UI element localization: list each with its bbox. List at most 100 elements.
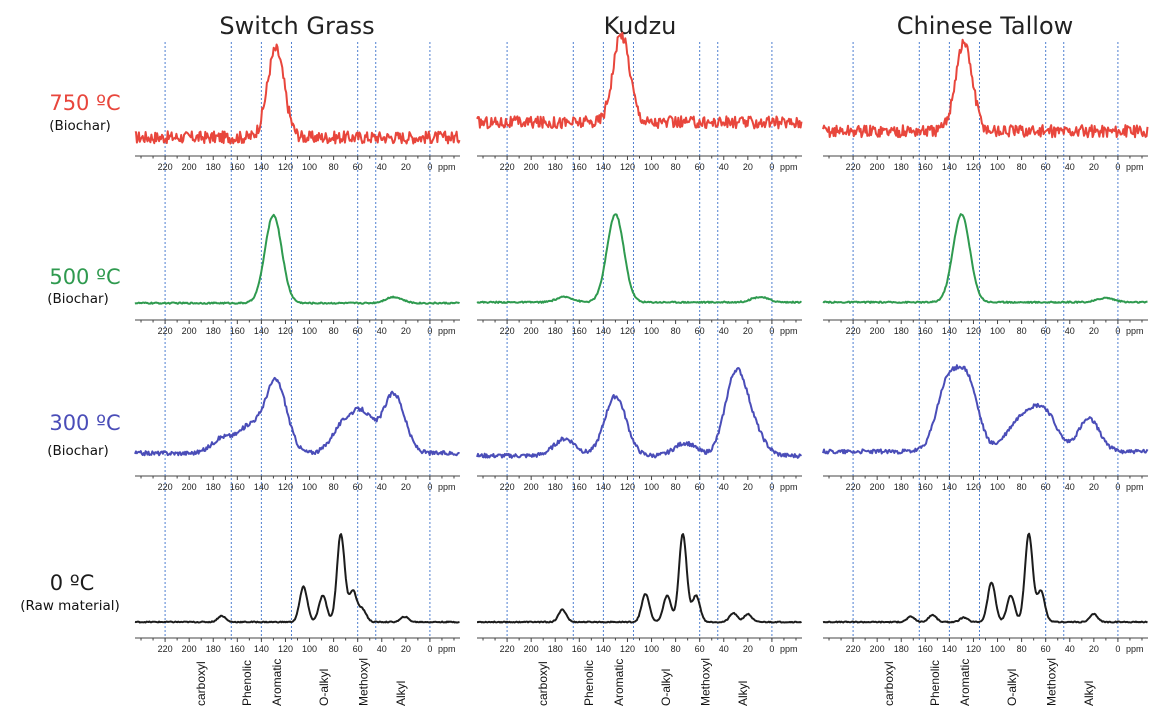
spectrum-line-chinese-tallow-0: [822, 532, 1148, 624]
x-tick-label: 200: [182, 482, 197, 492]
x-tick-label: 80: [671, 482, 681, 492]
x-tick-label: 60: [1041, 326, 1051, 336]
spectrum-line-kudzu-0: [477, 533, 802, 624]
row-condition-0: (Raw material): [20, 598, 120, 614]
x-tick-label: 200: [870, 326, 885, 336]
x-unit-label: ppm: [438, 482, 456, 492]
x-unit-label: ppm: [1126, 482, 1144, 492]
x-tick-label: 20: [401, 644, 411, 654]
panel-kudzu-750: 220 200 180 160 140 120 100 80 60 40 20 0 ppm: [476, 31, 803, 172]
x-tick-label: 80: [329, 482, 339, 492]
group-label-alkyl-chinese-tallow: Alkyl: [1082, 681, 1096, 706]
x-tick-label: 40: [719, 644, 729, 654]
x-tick-label: 100: [990, 326, 1005, 336]
x-tick-label: 40: [377, 162, 387, 172]
spectrum-line-chinese-tallow-300: [822, 364, 1149, 455]
x-tick-label: 200: [524, 162, 539, 172]
column-title-switch-grass: Switch Grass: [219, 12, 374, 40]
group-label-methoxyl-kudzu: Methoxyl: [699, 658, 713, 706]
x-tick-label: 160: [918, 482, 933, 492]
x-tick-label: 140: [254, 326, 269, 336]
x-tick-label: 200: [182, 162, 197, 172]
x-tick-label: 180: [206, 482, 221, 492]
row-labels: 750 ºC (Biochar) 500 ºC (Biochar) 300 ºC…: [20, 91, 120, 614]
panel-switch-grass-500: 220 200 180 160 140 120 100 80 60 40 20 0 ppm: [134, 213, 461, 336]
x-tick-label: 60: [695, 326, 705, 336]
region-guides: [164, 42, 1119, 642]
spectrum-line-switch-grass-0: [134, 533, 460, 624]
x-tick-label: 20: [1089, 162, 1099, 172]
column-titles: Switch Grass Kudzu Chinese Tallow: [219, 12, 1073, 40]
x-tick-label: 0: [427, 326, 432, 336]
x-tick-label: 140: [596, 644, 611, 654]
x-tick-label: 0: [427, 162, 432, 172]
panel-switch-grass-0: 220 200 180 160 140 120 100 80 60 40 20 0 ppm: [134, 533, 460, 654]
group-label-aromatic-kudzu: Aromatic: [612, 659, 626, 706]
x-tick-label: 20: [743, 326, 753, 336]
x-tick-label: 20: [743, 482, 753, 492]
x-tick-label: 160: [918, 644, 933, 654]
spectrum-line-kudzu-500: [476, 213, 802, 304]
spectrum-line-switch-grass-300: [134, 376, 461, 457]
group-label-aromatic-switch-grass: Aromatic: [270, 659, 284, 706]
x-tick-label: 80: [1017, 644, 1027, 654]
x-tick-label: 20: [743, 644, 753, 654]
x-tick-label: 120: [620, 162, 635, 172]
x-tick-label: 120: [966, 326, 981, 336]
x-tick-label: 220: [500, 644, 515, 654]
row-temp-300: 300 ºC: [49, 411, 120, 435]
x-tick-label: 20: [401, 162, 411, 172]
x-tick-label: 160: [572, 162, 587, 172]
x-tick-label: 200: [870, 482, 885, 492]
x-tick-label: 180: [206, 162, 221, 172]
x-tick-label: 20: [1089, 482, 1099, 492]
x-tick-label: 120: [620, 482, 635, 492]
x-tick-label: 20: [401, 326, 411, 336]
group-label-o-alkyl-chinese-tallow: O-alkyl: [1005, 669, 1019, 706]
x-tick-label: 200: [182, 326, 197, 336]
x-tick-label: 200: [870, 162, 885, 172]
x-tick-label: 40: [1065, 162, 1075, 172]
x-tick-label: 40: [719, 482, 729, 492]
x-tick-label: 60: [1041, 162, 1051, 172]
x-tick-label: 60: [695, 644, 705, 654]
x-tick-label: 160: [230, 162, 245, 172]
x-tick-label: 60: [695, 482, 705, 492]
x-tick-label: 40: [719, 326, 729, 336]
row-temp-0: 0 ºC: [50, 571, 95, 595]
x-unit-label: ppm: [780, 644, 798, 654]
x-tick-label: 200: [870, 644, 885, 654]
x-tick-label: 140: [254, 162, 269, 172]
x-tick-label: 20: [1089, 644, 1099, 654]
x-unit-label: ppm: [1126, 162, 1144, 172]
x-tick-label: 60: [1041, 644, 1051, 654]
group-label-carboxyl-kudzu: carboxyl: [536, 661, 550, 706]
row-temp-750: 750 ºC: [49, 91, 120, 115]
group-label-o-alkyl-kudzu: O-alkyl: [659, 669, 673, 706]
x-tick-label: 120: [620, 326, 635, 336]
x-tick-label: 160: [918, 326, 933, 336]
x-tick-label: 180: [548, 482, 563, 492]
x-tick-label: 60: [1041, 482, 1051, 492]
x-tick-label: 120: [966, 482, 981, 492]
x-tick-label: 0: [769, 644, 774, 654]
x-tick-label: 100: [302, 644, 317, 654]
x-tick-label: 60: [353, 482, 363, 492]
row-condition-750: (Biochar): [49, 118, 111, 134]
x-tick-label: 80: [671, 644, 681, 654]
x-tick-label: 80: [1017, 482, 1027, 492]
panel-chinese-tallow-0: 220 200 180 160 140 120 100 80 60 40 20 0 ppm: [822, 532, 1148, 654]
x-tick-label: 20: [401, 482, 411, 492]
x-tick-label: 100: [644, 326, 659, 336]
x-tick-label: 80: [1017, 162, 1027, 172]
x-tick-label: 0: [1115, 162, 1120, 172]
x-tick-label: 120: [966, 644, 981, 654]
spectrum-line-kudzu-750: [476, 31, 803, 130]
x-tick-label: 180: [894, 326, 909, 336]
x-tick-label: 220: [846, 644, 861, 654]
group-label-aromatic-chinese-tallow: Aromatic: [958, 659, 972, 706]
panel-switch-grass-750: 220 200 180 160 140 120 100 80 60 40 20 0 ppm: [134, 43, 461, 172]
x-tick-label: 220: [158, 162, 173, 172]
x-tick-label: 80: [329, 326, 339, 336]
